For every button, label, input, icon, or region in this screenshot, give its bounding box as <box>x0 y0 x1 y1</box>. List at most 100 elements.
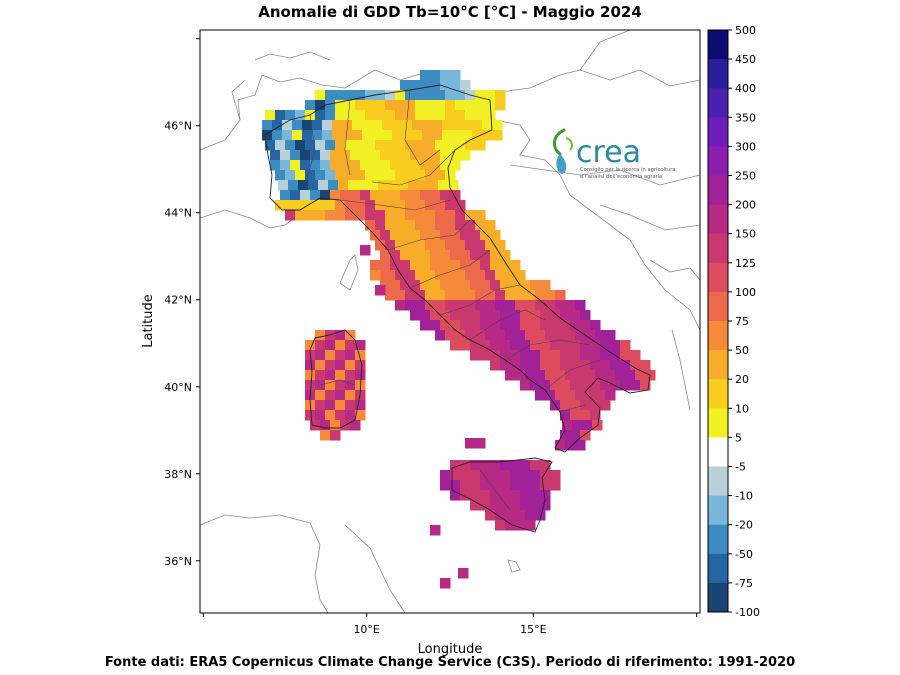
colorbar-label: -10 <box>735 490 753 503</box>
grid-cell <box>545 290 556 301</box>
grid-cell <box>325 140 336 151</box>
grid-cell <box>435 110 446 121</box>
grid-cell <box>275 200 286 211</box>
grid-cell <box>545 390 556 401</box>
grid-cell <box>315 170 326 181</box>
grid-cell <box>275 170 286 181</box>
grid-cell <box>420 160 431 171</box>
grid-cell <box>495 90 506 101</box>
grid-cell <box>410 310 421 321</box>
grid-cell <box>510 480 521 491</box>
grid-cell <box>345 410 356 421</box>
grid-cell <box>420 260 431 271</box>
grid-cell <box>460 280 471 291</box>
colorbar-swatch <box>708 88 728 118</box>
grid-cell <box>565 390 576 401</box>
grid-cell <box>480 260 491 271</box>
grid-cell <box>335 350 346 361</box>
grid-cell <box>480 350 491 361</box>
grid-cell <box>455 110 466 121</box>
grid-cell <box>285 110 296 121</box>
grid-cell <box>332 130 343 141</box>
grid-cell <box>335 110 346 121</box>
colorbar-label: 10 <box>735 402 749 415</box>
grid-cell <box>485 300 496 311</box>
grid-cell <box>415 200 426 211</box>
grid-cell <box>330 150 341 161</box>
grid-cell <box>495 510 506 521</box>
grid-cell <box>480 470 491 481</box>
grid-cell <box>345 90 356 101</box>
lat-tick-label: 46°N <box>164 120 192 133</box>
italy-borders <box>264 84 651 533</box>
grid-cell <box>530 470 541 481</box>
grid-cell <box>470 480 481 491</box>
x-axis-label: Longitude <box>418 642 483 657</box>
grid-cell <box>425 110 436 121</box>
grid-cell <box>445 290 456 301</box>
grid-cell <box>500 340 511 351</box>
grid-cell <box>492 120 503 131</box>
grid-cell <box>500 280 511 291</box>
grid-cell <box>298 180 309 191</box>
grid-cell <box>530 460 541 471</box>
grid-cell <box>380 190 391 201</box>
grid-cell <box>570 350 581 361</box>
grid-cell <box>500 350 511 361</box>
grid-cell <box>540 490 551 501</box>
grid-cell <box>465 330 476 341</box>
grid-cell <box>430 70 441 81</box>
grid-cell <box>570 360 581 371</box>
grid-cell <box>540 360 551 371</box>
grid-cell <box>470 340 481 351</box>
grid-cell <box>345 170 356 181</box>
grid-cell <box>435 210 446 221</box>
grid-cell <box>262 130 273 141</box>
grid-cell <box>575 390 586 401</box>
grid-cell <box>355 350 366 361</box>
grid-cell <box>315 390 326 401</box>
grid-cell <box>360 150 371 161</box>
grid-cell <box>590 380 601 391</box>
grid-cell <box>408 180 419 191</box>
grid-cell <box>580 310 591 321</box>
colorbar-label: 450 <box>735 53 756 66</box>
grid-cell <box>490 490 501 501</box>
grid-cell <box>490 480 501 491</box>
grid-cell <box>315 340 326 351</box>
grid-cell <box>580 320 591 331</box>
grid-cell <box>310 420 321 431</box>
grid-cell <box>525 370 536 381</box>
grid-cell <box>455 140 466 151</box>
grid-cell <box>485 330 496 341</box>
grid-cell <box>640 380 651 391</box>
grid-cell <box>540 380 551 391</box>
grid-cell <box>430 250 441 261</box>
grid-cell <box>305 200 316 211</box>
grid-cell <box>325 340 336 351</box>
grid-cell <box>290 190 301 201</box>
grid-cell <box>420 70 431 81</box>
grid-cell <box>440 80 451 91</box>
grid-cell <box>385 100 396 111</box>
grid-cell <box>600 400 611 411</box>
grid-cell <box>355 200 366 211</box>
grid-cell <box>570 320 581 331</box>
grid-cell <box>360 245 371 256</box>
grid-cell <box>375 110 386 121</box>
grid-cell <box>440 320 451 331</box>
grid-cell <box>302 120 313 131</box>
grid-cell <box>385 290 396 301</box>
grid-cell <box>445 100 456 111</box>
colorbar-swatch <box>708 524 728 555</box>
grid-cell <box>410 80 421 91</box>
grid-cell <box>350 150 361 161</box>
grid-cell <box>595 330 606 341</box>
lat-tick-label: 44°N <box>164 207 192 220</box>
grid-cell <box>370 270 381 281</box>
grid-cell <box>480 250 491 261</box>
grid-cell <box>320 190 331 201</box>
grid-cell <box>345 340 356 351</box>
grid-cell <box>375 220 386 231</box>
grid-cell <box>450 190 461 201</box>
